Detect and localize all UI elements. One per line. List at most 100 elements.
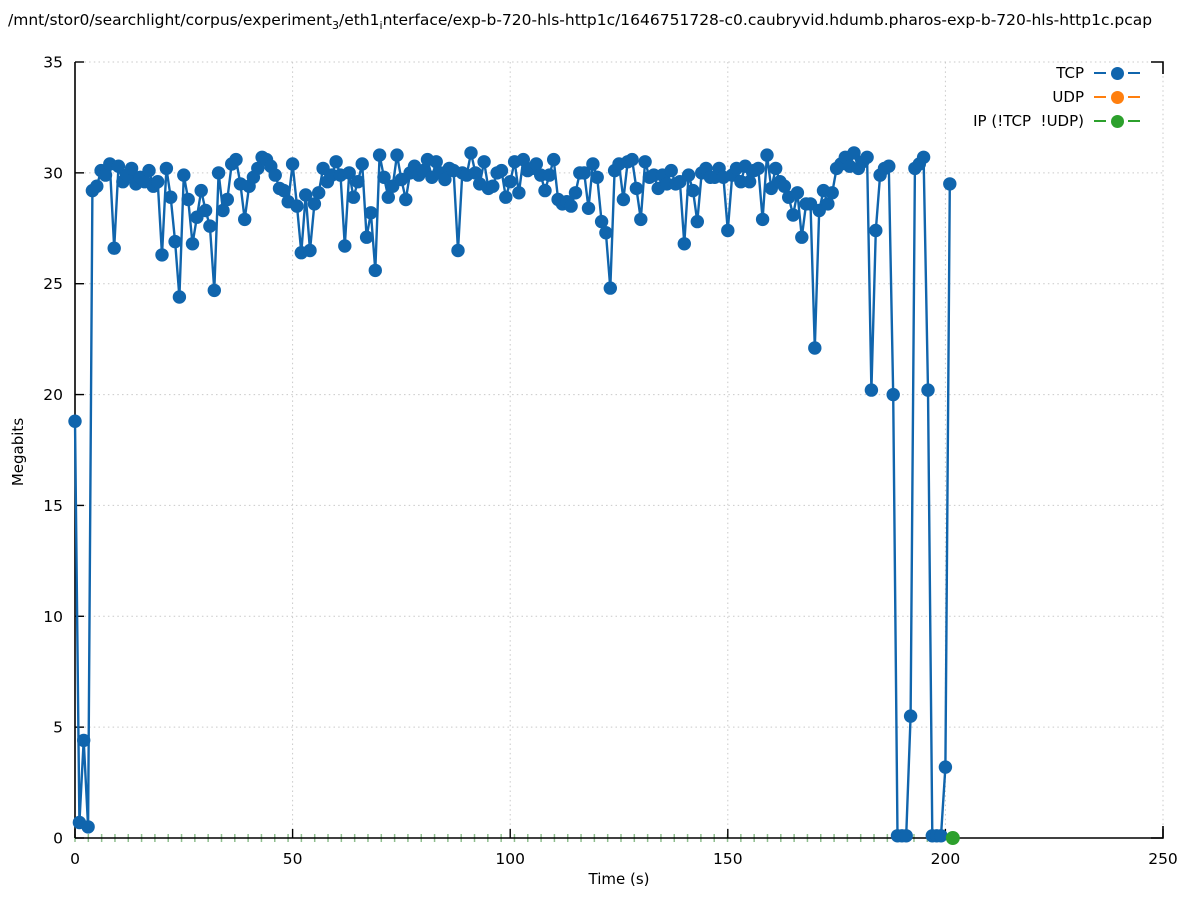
legend-marker-udp bbox=[1094, 90, 1140, 104]
y-tick-label: 30 bbox=[43, 164, 63, 182]
tcp-data-point bbox=[590, 170, 604, 184]
legend-row-udp: UDP bbox=[973, 85, 1140, 109]
legend-dash-icon bbox=[1128, 95, 1140, 99]
tcp-data-point bbox=[751, 161, 765, 176]
tcp-data-point bbox=[312, 186, 326, 200]
tcp-data-point bbox=[616, 192, 631, 207]
tcp-data-point bbox=[185, 237, 200, 251]
title-subscript: 3 bbox=[331, 19, 339, 32]
y-axis-label: Megabits bbox=[9, 417, 27, 487]
tcp-data-point bbox=[351, 175, 365, 189]
tcp-data-point bbox=[825, 186, 839, 200]
tcp-data-point bbox=[364, 206, 378, 220]
tcp-data-point bbox=[329, 155, 343, 169]
tcp-data-point bbox=[229, 152, 243, 167]
tcp-data-point bbox=[355, 157, 369, 171]
legend-label-ip-other: IP (!TCP !UDP) bbox=[973, 112, 1084, 130]
tcp-data-point bbox=[686, 183, 700, 198]
legend-dash-icon bbox=[1094, 119, 1106, 123]
tcp-data-point bbox=[203, 219, 217, 233]
tcp-data-point bbox=[390, 148, 404, 162]
tcp-data-point bbox=[285, 157, 300, 171]
tcp-data-point bbox=[538, 183, 552, 198]
tcp-data-point bbox=[882, 159, 896, 173]
tcp-data-point bbox=[68, 414, 82, 428]
tcp-data-point bbox=[934, 829, 948, 843]
tcp-data-point bbox=[468, 166, 483, 180]
tcp-data-point bbox=[629, 181, 644, 196]
tcp-data-point bbox=[164, 190, 178, 204]
tcp-data-point bbox=[503, 175, 517, 189]
x-tick-label: 150 bbox=[713, 850, 743, 868]
tcp-data-point bbox=[899, 829, 913, 843]
tcp-data-point bbox=[194, 183, 208, 198]
tcp-data-point bbox=[634, 212, 648, 227]
tcp-data-point bbox=[568, 186, 583, 200]
tcp-data-point bbox=[211, 166, 226, 180]
tcp-data-point bbox=[599, 226, 613, 240]
legend-dot-icon bbox=[1110, 114, 1124, 128]
y-tick-label: 25 bbox=[43, 275, 63, 293]
tcp-data-point bbox=[777, 179, 792, 193]
bottom-right-corner-mark bbox=[1151, 826, 1164, 839]
tcp-data-point bbox=[603, 281, 617, 295]
tcp-data-point bbox=[372, 148, 387, 162]
tcp-data-point bbox=[451, 243, 465, 258]
legend-dash-icon bbox=[1094, 95, 1106, 99]
legend: TCP UDP IP (!TCP !UDP) bbox=[973, 61, 1140, 133]
tcp-data-point bbox=[107, 241, 121, 255]
tcp-data-point bbox=[542, 168, 557, 182]
tcp-data-point bbox=[512, 186, 526, 200]
tcp-data-point bbox=[151, 175, 165, 189]
legend-row-tcp: TCP bbox=[973, 61, 1140, 85]
tcp-data-point bbox=[438, 172, 452, 187]
tcp-data-point bbox=[808, 341, 822, 355]
tcp-series-line bbox=[73, 151, 951, 837]
tcp-data-point bbox=[142, 163, 156, 178]
y-tick-label: 0 bbox=[53, 830, 63, 848]
tcp-data-point bbox=[377, 170, 391, 184]
tcp-data-point bbox=[586, 157, 600, 171]
tcp-data-point bbox=[547, 152, 561, 167]
legend-marker-tcp bbox=[1094, 66, 1140, 80]
title-text: /mnt/stor0/searchlight/corpus/experiment bbox=[8, 11, 332, 29]
tcp-data-point bbox=[168, 234, 182, 249]
top-right-corner-mark bbox=[1151, 61, 1164, 74]
tcp-data-point bbox=[594, 214, 609, 229]
y-tick-label: 15 bbox=[43, 497, 63, 515]
tcp-data-point bbox=[690, 214, 704, 229]
tcp-data-point bbox=[577, 166, 591, 180]
tcp-data-point bbox=[864, 383, 879, 397]
tcp-data-point bbox=[564, 199, 578, 213]
tcp-data-point bbox=[625, 152, 639, 167]
legend-dot-icon bbox=[1110, 66, 1124, 80]
tcp-data-point bbox=[916, 150, 931, 164]
y-tick-label: 20 bbox=[43, 386, 63, 404]
ip-data-point bbox=[945, 831, 960, 845]
y-tick-label: 35 bbox=[43, 54, 63, 72]
y-tick-label: 10 bbox=[43, 608, 63, 626]
tcp-data-point bbox=[477, 155, 491, 169]
tcp-data-point bbox=[499, 190, 513, 204]
tcp-data-point bbox=[251, 161, 265, 176]
tcp-data-point bbox=[359, 230, 374, 244]
tcp-data-point bbox=[486, 179, 500, 193]
tcp-data-point bbox=[381, 190, 395, 204]
tcp-data-point bbox=[399, 192, 413, 207]
x-tick-label: 50 bbox=[283, 850, 303, 868]
tcp-data-point bbox=[494, 163, 509, 178]
tcp-data-point bbox=[755, 212, 770, 227]
tcp-data-point bbox=[742, 175, 757, 189]
legend-row-ip-other: IP (!TCP !UDP) bbox=[973, 109, 1140, 133]
legend-dot-icon bbox=[1110, 90, 1124, 104]
tcp-data-point bbox=[943, 177, 957, 191]
tcp-data-point bbox=[98, 168, 113, 182]
tcp-data-point bbox=[677, 237, 691, 251]
tcp-data-point bbox=[159, 161, 174, 176]
x-tick-label: 250 bbox=[1148, 850, 1178, 868]
tcp-data-point bbox=[220, 192, 234, 207]
x-tick-label: 100 bbox=[495, 850, 525, 868]
legend-dash-icon bbox=[1128, 71, 1140, 75]
